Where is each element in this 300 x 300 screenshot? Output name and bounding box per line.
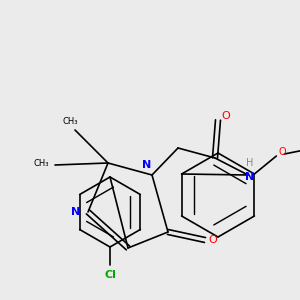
Text: O: O	[279, 147, 286, 157]
Text: N: N	[245, 172, 255, 182]
Text: O: O	[222, 111, 230, 121]
Text: CH₃: CH₃	[33, 158, 49, 167]
Text: CH₃: CH₃	[62, 118, 78, 127]
Text: H: H	[246, 158, 254, 168]
Text: O: O	[208, 235, 217, 245]
Text: N: N	[142, 160, 152, 170]
Text: Cl: Cl	[104, 270, 116, 280]
Text: N: N	[71, 207, 81, 217]
